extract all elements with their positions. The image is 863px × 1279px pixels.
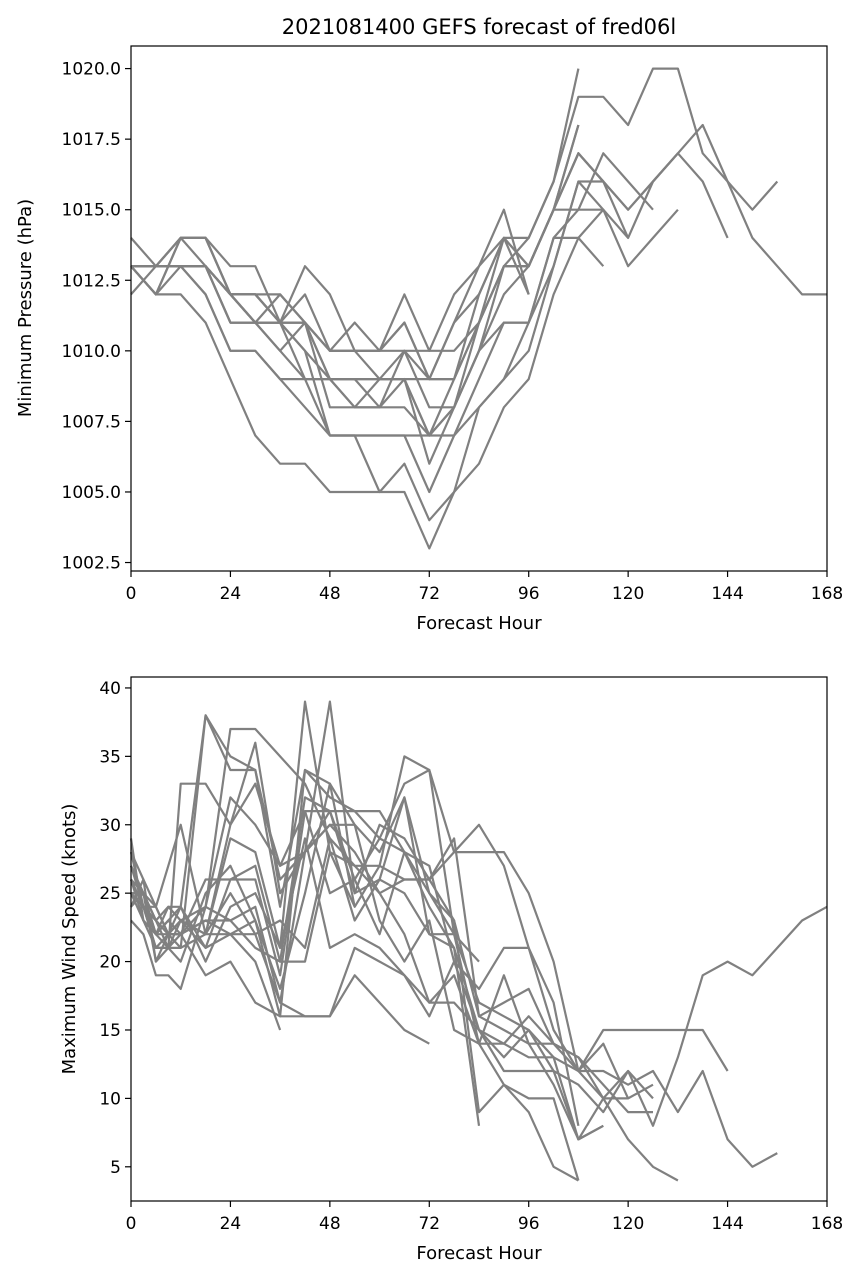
wind-x-tick-label: 144 — [711, 1214, 743, 1234]
wind-x-tick-label: 72 — [418, 1214, 440, 1234]
wind-member-line-8 — [129, 727, 653, 1114]
pressure-axis-ticks: 0 24 48 72 96 120 144 168 1002.5 1005.0 1007.5 1010… — [62, 60, 844, 604]
pressure-y-tick-label: 1007.5 — [62, 412, 121, 432]
wind-member-line-15 — [130, 837, 579, 1182]
wind-y-tick-label: 5 — [110, 1158, 121, 1178]
wind-member-line-4 — [129, 700, 604, 1141]
wind-member-line-10 — [129, 879, 282, 1031]
wind-member-line-18 — [129, 796, 679, 1182]
wind-y-axis-label: Maximum Wind Speed (knots) — [59, 804, 80, 1075]
wind-y-tick-label: 20 — [99, 953, 121, 973]
pressure-y-tick-label: 1010.0 — [62, 342, 121, 362]
wind-y-tick-label: 25 — [99, 884, 121, 904]
pressure-x-tick-label: 168 — [811, 584, 843, 604]
wind-y-tick-label: 10 — [99, 1089, 121, 1109]
pressure-x-tick-label: 24 — [220, 584, 242, 604]
pressure-y-tick-label: 1012.5 — [62, 271, 121, 291]
pressure-x-tick-label: 120 — [612, 584, 644, 604]
pressure-y-tick-label: 1015.0 — [62, 201, 121, 221]
wind-y-tick-label: 35 — [99, 747, 121, 767]
wind-series-group — [129, 700, 828, 1182]
pressure-y-tick-label: 1005.0 — [62, 483, 121, 503]
wind-x-tick-label: 120 — [612, 1214, 644, 1234]
pressure-member-line-14 — [131, 180, 630, 494]
wind-x-tick-label: 96 — [518, 1214, 540, 1234]
pressure-x-tick-label: 72 — [418, 584, 440, 604]
wind-member-line-13 — [130, 768, 480, 977]
wind-member-line-11 — [130, 768, 356, 1018]
pressure-axes-frame — [130, 45, 828, 572]
pressure-panel: 2021081400 GEFS forecast of fred06l 0 24 4… — [15, 15, 843, 634]
pressure-member-line-15 — [131, 152, 605, 465]
pressure-member-line-12 — [130, 208, 679, 550]
wind-x-tick-label: 168 — [811, 1214, 843, 1234]
wind-y-tick-label: 15 — [99, 1021, 121, 1041]
wind-y-tick-label: 40 — [99, 679, 121, 699]
pressure-x-tick-label: 0 — [126, 584, 137, 604]
wind-x-tick-label: 24 — [220, 1214, 242, 1234]
wind-x-tick-label: 0 — [126, 1214, 137, 1234]
wind-member-line-12 — [129, 864, 430, 1045]
pressure-member-line-10 — [131, 152, 679, 352]
pressure-y-tick-label: 1020.0 — [62, 60, 121, 80]
chart-title: 2021081400 GEFS forecast of fred06l — [282, 15, 676, 39]
wind-member-line-16 — [129, 782, 604, 1141]
wind-axes-frame — [130, 676, 828, 1202]
pressure-y-tick-label: 1017.5 — [62, 130, 121, 150]
pressure-series-group — [130, 67, 827, 550]
pressure-y-axis-label: Minimum Pressure (hPa) — [15, 199, 36, 417]
pressure-y-tick-label: 1002.5 — [62, 554, 121, 574]
wind-x-tick-label: 48 — [319, 1214, 341, 1234]
wind-axis-ticks: 0 24 48 72 96 120 144 168 5 10 15 20 25 30 35 40 — [99, 679, 843, 1234]
wind-panel: 0 24 48 72 96 120 144 168 5 10 15 20 25 30 35 40 Foreca… — [59, 676, 843, 1264]
pressure-x-tick-label: 48 — [319, 584, 341, 604]
pressure-x-axis-label: Forecast Hour — [416, 613, 542, 634]
pressure-x-tick-label: 96 — [518, 584, 540, 604]
wind-member-line-17 — [131, 837, 654, 1141]
wind-x-axis-label: Forecast Hour — [416, 1243, 542, 1264]
wind-y-tick-label: 30 — [99, 816, 121, 836]
pressure-x-tick-label: 144 — [711, 584, 743, 604]
